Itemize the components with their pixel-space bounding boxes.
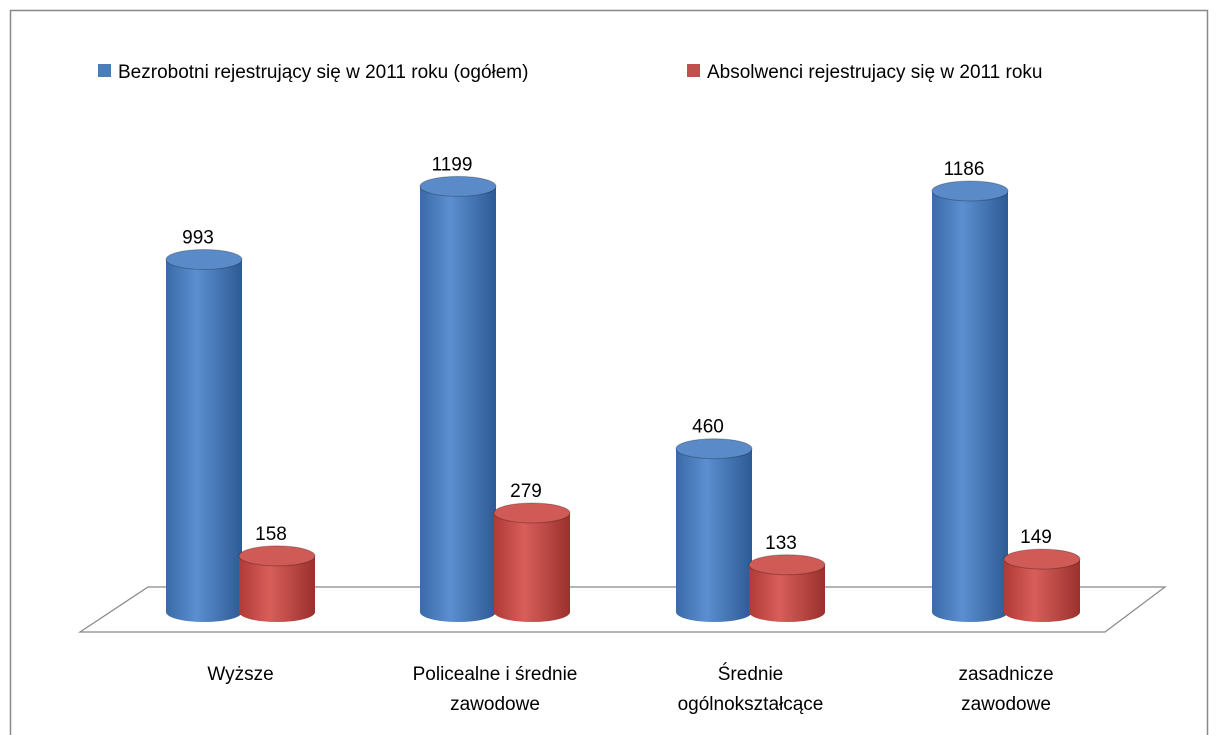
data-label: 133 bbox=[765, 533, 797, 554]
x-tick-label: zasadnicze zawodowe bbox=[958, 664, 1054, 715]
cylinder bbox=[1004, 559, 1080, 622]
legend-label: Absolwenci rejestrujacy się w 2011 roku bbox=[707, 62, 1042, 83]
cylinder-top bbox=[1003, 548, 1081, 570]
cylinder-top bbox=[675, 438, 753, 460]
cylinder bbox=[749, 564, 825, 622]
x-tick-label: Policealne i średnie zawodowe bbox=[412, 664, 578, 715]
x-tick-label: Wyższe bbox=[207, 664, 274, 685]
cylinder-top bbox=[493, 502, 571, 524]
data-label: 279 bbox=[510, 481, 542, 502]
cylinder bbox=[932, 190, 1008, 622]
cylinder-top bbox=[931, 180, 1009, 202]
cylinder bbox=[420, 186, 496, 623]
cylinder bbox=[239, 555, 315, 622]
data-label: 993 bbox=[182, 227, 214, 248]
data-label: 1199 bbox=[432, 154, 473, 175]
cylinder bbox=[494, 512, 570, 622]
frame bbox=[9, 9, 1209, 735]
legend-swatch bbox=[98, 64, 111, 77]
data-label: 149 bbox=[1020, 527, 1052, 548]
legend-label: Bezrobotni rejestrujący się w 2011 roku … bbox=[118, 62, 528, 83]
cylinder-top bbox=[419, 175, 497, 197]
x-tick-label: Średnie ogólnokształcące bbox=[677, 664, 824, 715]
legend-swatch bbox=[687, 64, 700, 77]
data-label: 460 bbox=[692, 417, 724, 438]
data-label: 1186 bbox=[944, 159, 985, 180]
cylinder-top bbox=[165, 248, 243, 270]
data-label: 158 bbox=[255, 524, 287, 545]
cylinder-top bbox=[238, 545, 316, 567]
cylinder-top bbox=[748, 554, 826, 576]
cylinder bbox=[166, 259, 242, 622]
cylinder bbox=[676, 448, 752, 622]
floor bbox=[78, 586, 1167, 633]
